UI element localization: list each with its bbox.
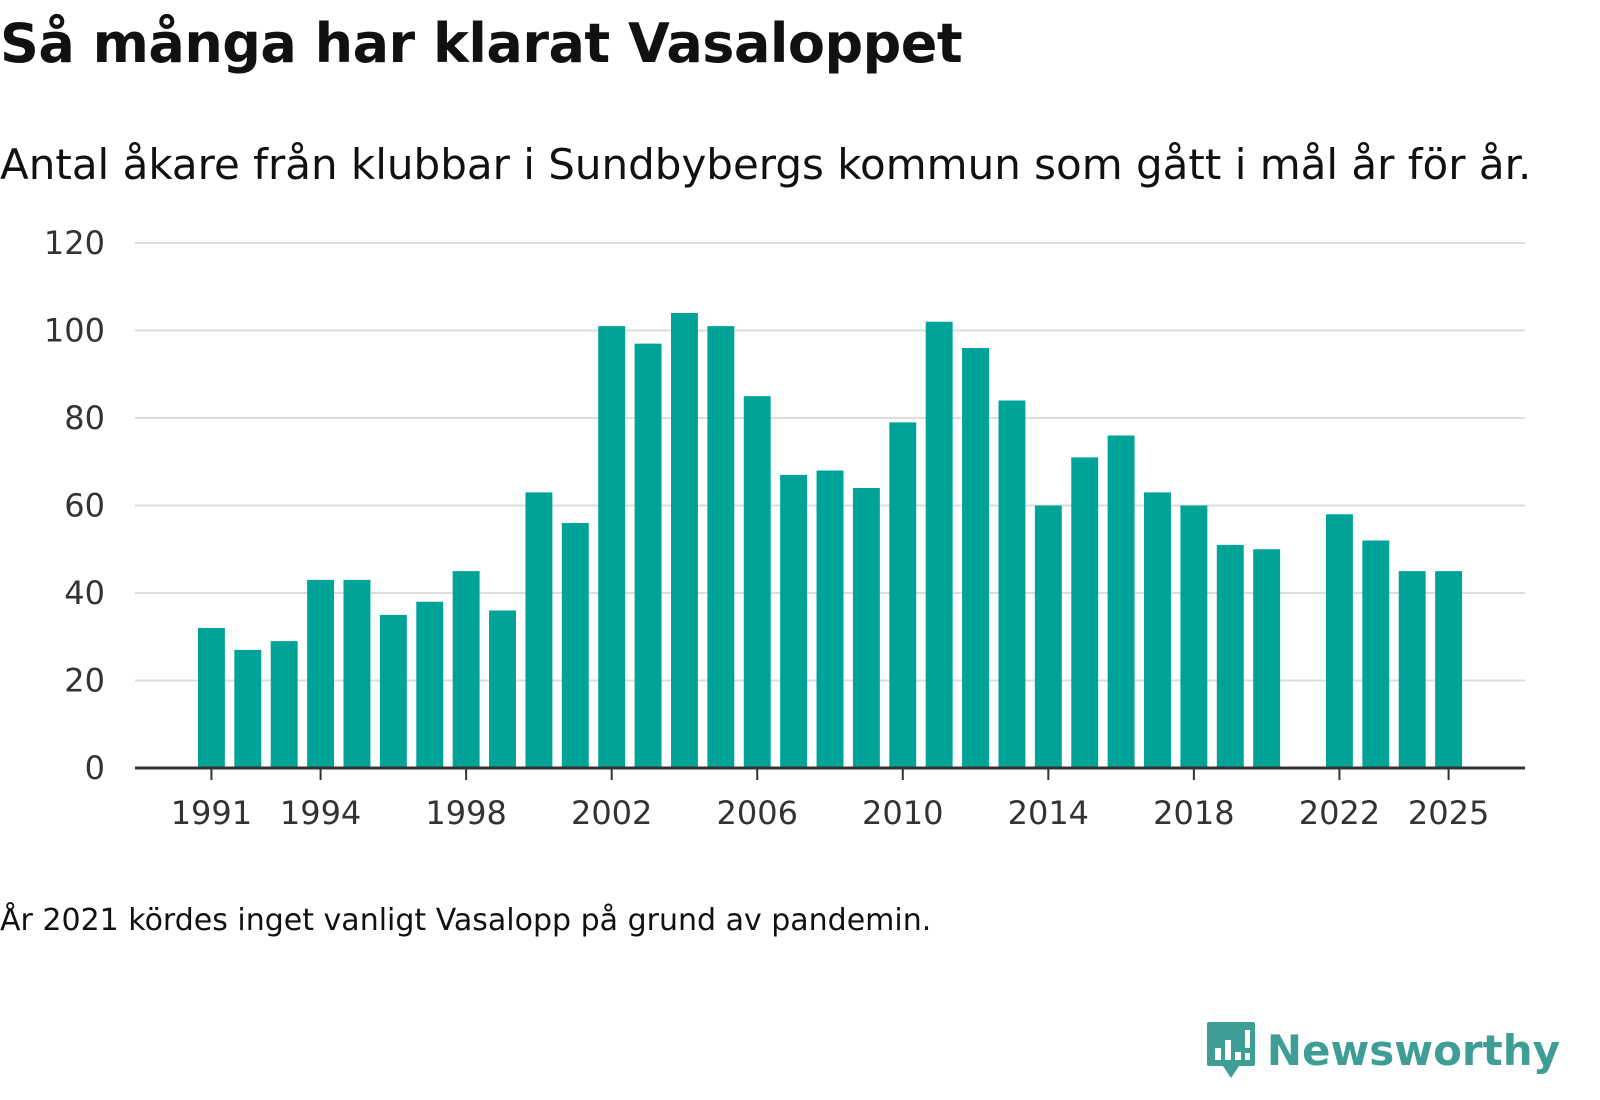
bar-2000 <box>525 492 553 768</box>
newsworthy-logo-icon <box>1206 1022 1255 1078</box>
chart-title: Så många har klarat Vasaloppet <box>0 12 963 75</box>
x-tick-label-2022: 2022 <box>1299 794 1380 832</box>
x-axis <box>135 766 1525 780</box>
bar-2022 <box>1325 514 1353 768</box>
bar-1992 <box>234 649 262 768</box>
bar-2013 <box>998 400 1026 768</box>
bars <box>197 313 1463 768</box>
bar-chart: 0 20 40 60 80 100 120 1991 1994 1998 2002 2006 2010… <box>44 224 1525 832</box>
x-tick-label-1994: 1994 <box>280 794 361 832</box>
bar-2004 <box>670 313 698 768</box>
y-tick-label-20: 20 <box>64 662 105 700</box>
bar-2020 <box>1253 549 1281 768</box>
x-tick-label-2002: 2002 <box>571 794 652 832</box>
y-tick-labels: 0 20 40 60 80 100 120 <box>44 224 105 787</box>
bar-2016 <box>1107 435 1135 768</box>
x-tick-label-2014: 2014 <box>1008 794 1089 832</box>
bar-1993 <box>270 641 298 768</box>
bar-2023 <box>1362 540 1390 768</box>
bar-1999 <box>489 610 516 768</box>
bar-2012 <box>962 348 990 768</box>
x-tick-label-1991: 1991 <box>171 794 252 832</box>
x-tick-label-1998: 1998 <box>425 794 506 832</box>
y-tick-label-80: 80 <box>64 399 105 437</box>
bar-2015 <box>1071 457 1099 768</box>
y-tick-label-120: 120 <box>44 224 105 262</box>
y-tick-label-100: 100 <box>44 312 105 350</box>
x-tick-label-2010: 2010 <box>862 794 943 832</box>
footnote: År 2021 kördes inget vanligt Vasalopp på… <box>0 903 932 938</box>
brand-name: Newsworthy <box>1266 1025 1560 1075</box>
bar-1995 <box>343 579 371 768</box>
bar-1996 <box>379 614 407 768</box>
bar-2008 <box>816 470 844 768</box>
bar-2005 <box>707 326 735 768</box>
bar-1997 <box>416 601 444 768</box>
newsworthy-brand: Newsworthy <box>1205 1018 1560 1082</box>
x-tick-label-2025: 2025 <box>1408 794 1489 832</box>
x-tick-label-2006: 2006 <box>717 794 798 832</box>
x-tick-label-2018: 2018 <box>1153 794 1234 832</box>
bar-2024 <box>1398 571 1426 768</box>
bar-2006 <box>743 396 771 768</box>
bar-1991 <box>197 628 225 768</box>
bar-2025 <box>1435 571 1463 768</box>
bar-2018 <box>1180 505 1208 768</box>
bar-2014 <box>1034 505 1062 768</box>
bar-1998 <box>452 571 480 768</box>
bar-2002 <box>598 326 626 768</box>
bar-2001 <box>561 523 589 768</box>
bar-2010 <box>889 422 917 768</box>
bar-1994 <box>307 579 335 768</box>
bar-2011 <box>925 321 953 768</box>
y-tick-label-60: 60 <box>64 487 105 525</box>
bar-2019 <box>1216 544 1244 768</box>
bar-2009 <box>852 488 880 768</box>
bar-2007 <box>780 474 808 768</box>
y-tick-label-0: 0 <box>85 749 105 787</box>
bar-2017 <box>1144 492 1171 768</box>
bar-2003 <box>634 343 662 768</box>
x-tick-labels: 1991 1994 1998 2002 2006 2010 2014 2018 2022 2025 <box>171 794 1490 832</box>
y-tick-label-40: 40 <box>64 574 105 612</box>
chart-subtitle: Antal åkare från klubbar i Sundbybergs k… <box>0 140 1532 189</box>
